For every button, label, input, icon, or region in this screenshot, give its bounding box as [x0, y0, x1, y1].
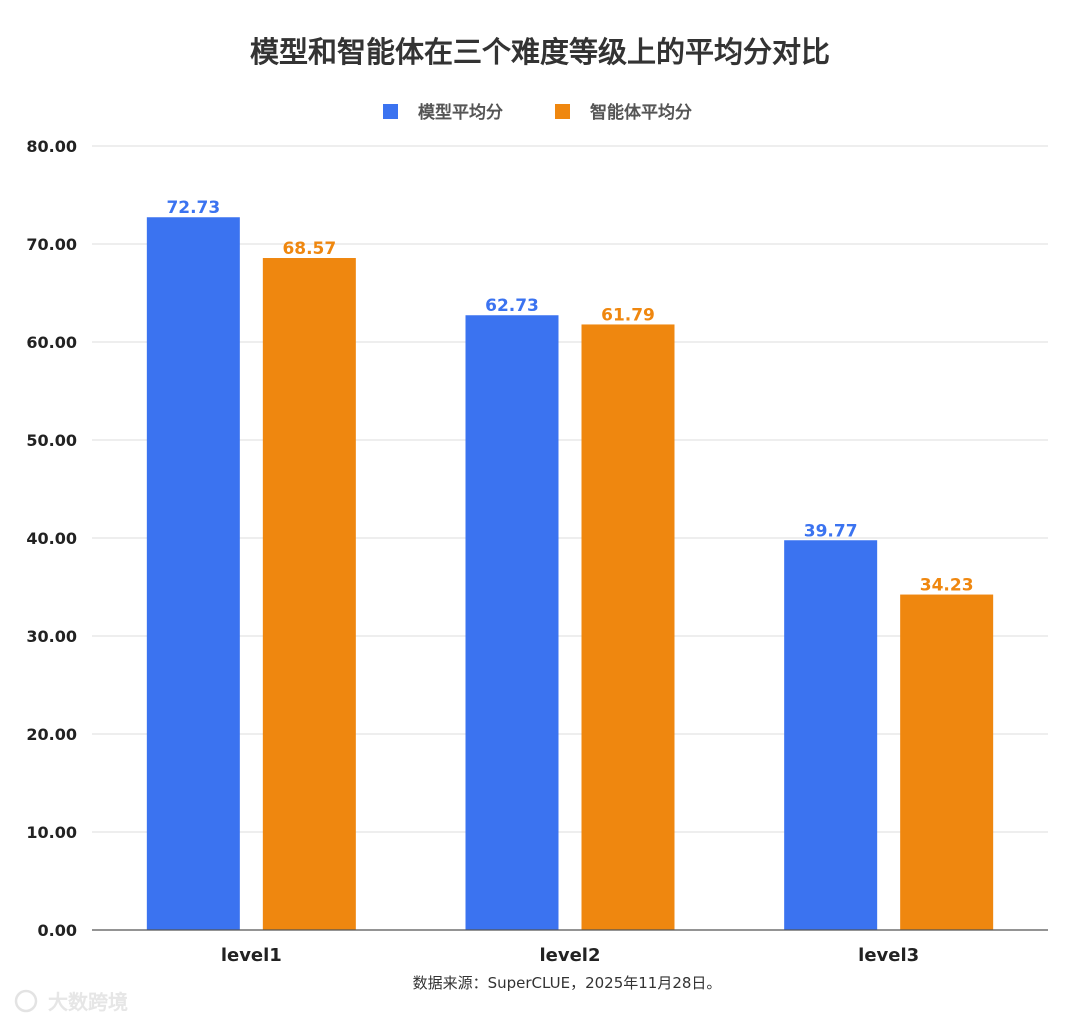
bar-level1-series-0 — [146, 217, 240, 931]
data-labels: 72.73 68.57 62.73 61.79 39.77 34.23 — [166, 198, 973, 595]
watermark-icon — [14, 989, 38, 1013]
legend-label-agent: 智能体平均分 — [590, 102, 692, 123]
bar-level3-series-0 — [784, 540, 878, 930]
chart-title: 模型和智能体在三个难度等级上的平均分对比 — [250, 35, 830, 69]
legend: 模型平均分 智能体平均分 — [383, 102, 692, 123]
data-label: 68.57 — [282, 239, 336, 259]
y-tick-label: 0.00 — [38, 921, 77, 940]
data-label: 62.73 — [485, 296, 539, 316]
y-tick-label: 70.00 — [26, 235, 77, 254]
y-axis-ticks: 0.00 10.00 20.00 30.00 40.00 50.00 60.00 70.00 8… — [26, 137, 77, 940]
source-note: 数据来源：SuperCLUE，2025年11月28日。 — [413, 974, 722, 992]
legend-swatch-model — [383, 104, 398, 119]
x-axis-ticks: level1 level2 level3 — [221, 945, 919, 966]
data-label: 34.23 — [920, 576, 974, 596]
data-label: 61.79 — [601, 305, 655, 325]
y-tick-label: 20.00 — [26, 725, 77, 744]
y-tick-label: 10.00 — [26, 823, 77, 842]
x-tick-label: level1 — [221, 945, 282, 966]
bar-level3-series-1 — [900, 594, 994, 930]
watermark-text: 大数跨境 — [48, 990, 128, 1014]
y-tick-label: 80.00 — [26, 137, 77, 156]
x-tick-label: level3 — [858, 945, 919, 966]
y-tick-label: 40.00 — [26, 529, 77, 548]
bars — [146, 217, 994, 931]
watermark-logo: 大数跨境 — [14, 989, 128, 1014]
data-label: 72.73 — [166, 198, 220, 218]
y-tick-label: 30.00 — [26, 627, 77, 646]
data-label: 39.77 — [804, 521, 858, 541]
gridlines — [92, 145, 1048, 833]
bar-level2-series-0 — [465, 315, 559, 931]
y-tick-label: 60.00 — [26, 333, 77, 352]
y-tick-label: 50.00 — [26, 431, 77, 450]
x-tick-label: level2 — [539, 945, 600, 966]
legend-label-model: 模型平均分 — [418, 102, 503, 123]
bar-level2-series-1 — [581, 324, 675, 930]
legend-swatch-agent — [555, 104, 570, 119]
bar-level1-series-1 — [262, 258, 356, 930]
